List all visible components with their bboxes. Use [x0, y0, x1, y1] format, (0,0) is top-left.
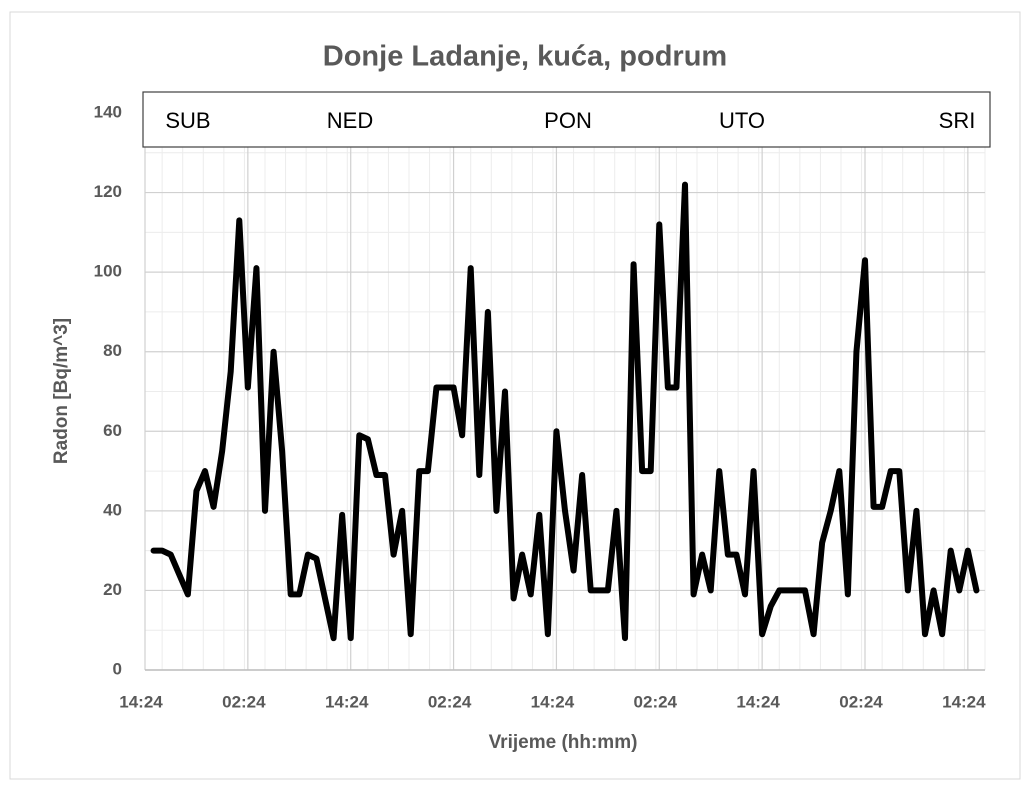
y-tick-label: 120 — [94, 182, 122, 201]
x-tick-label: 14:24 — [736, 692, 780, 711]
y-axis-label: Radon [Bq/m^3] — [51, 318, 72, 464]
x-tick-label: 02:24 — [839, 692, 883, 711]
y-tick-label: 100 — [94, 262, 122, 281]
day-label: SUB — [165, 108, 210, 133]
day-label-box — [142, 91, 991, 148]
y-tick-label: 0 — [113, 659, 122, 678]
x-axis-label: Vrijeme (hh:mm) — [489, 732, 638, 753]
x-tick-label: 14:24 — [325, 692, 369, 711]
y-tick-label: 40 — [103, 500, 122, 519]
y-tick-label: 140 — [94, 102, 122, 121]
y-tick-label: 60 — [103, 421, 122, 440]
chart-title: Donje Ladanje, kuća, podrum — [323, 41, 727, 73]
y-tick-label: 20 — [103, 580, 122, 599]
day-label: PON — [544, 108, 592, 133]
x-tick-label: 02:24 — [222, 692, 266, 711]
day-label: SRI — [939, 108, 976, 133]
x-tick-label: 14:24 — [531, 692, 575, 711]
x-tick-label: 14:24 — [119, 692, 163, 711]
x-tick-label: 02:24 — [634, 692, 678, 711]
day-label: NED — [327, 108, 373, 133]
y-tick-label: 80 — [103, 341, 122, 360]
x-tick-label: 02:24 — [428, 692, 472, 711]
day-label: UTO — [719, 108, 765, 133]
x-tick-label: 14:24 — [942, 692, 986, 711]
data-line — [150, 181, 980, 642]
